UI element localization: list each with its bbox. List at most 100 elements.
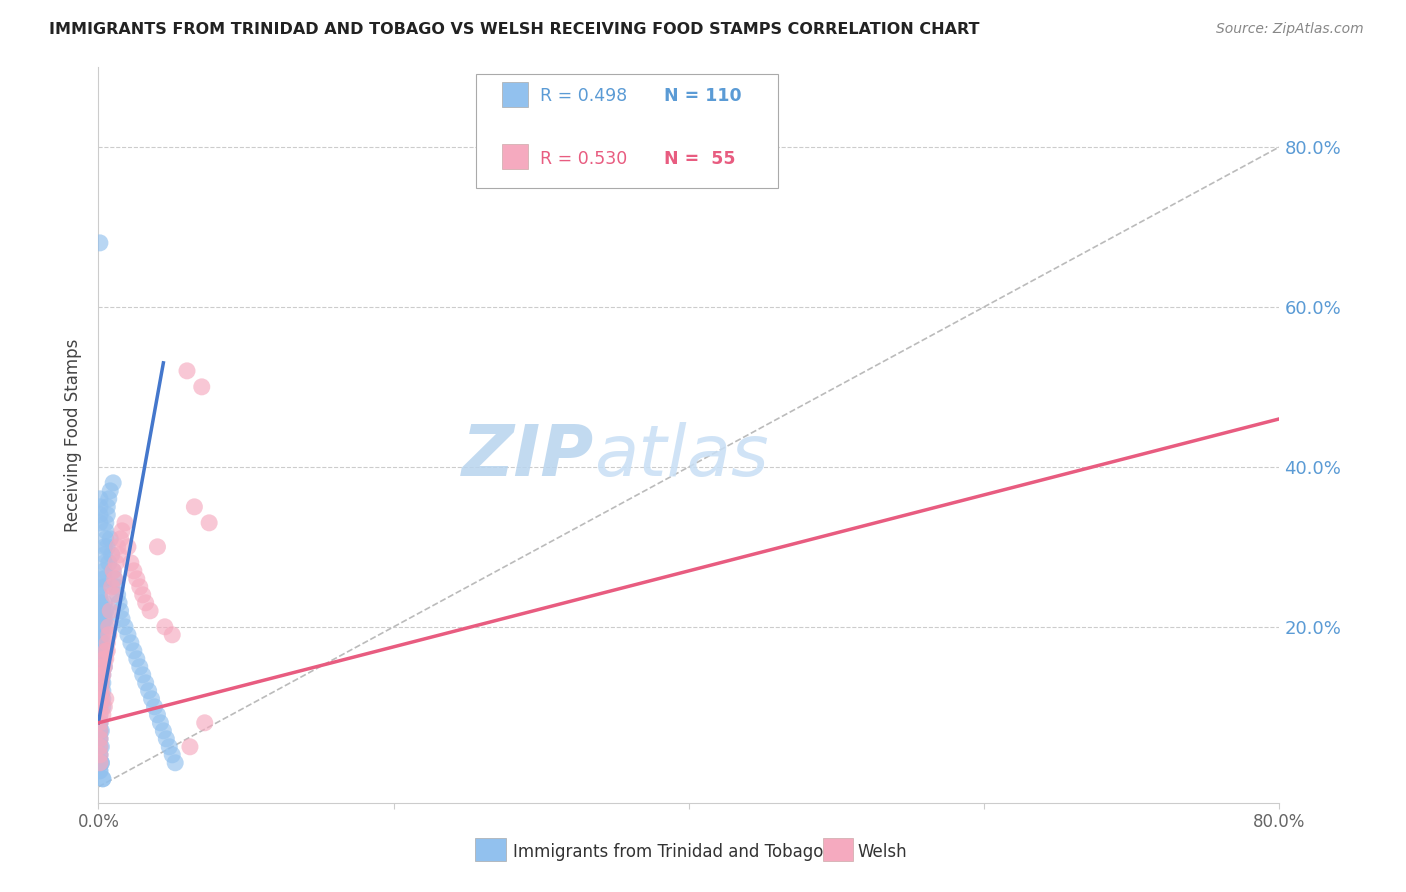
Point xyxy=(138,683,160,698)
Point xyxy=(91,772,114,786)
Point xyxy=(89,683,111,698)
Point xyxy=(90,683,112,698)
Point xyxy=(103,588,125,602)
Point xyxy=(149,715,172,730)
Point xyxy=(89,588,111,602)
Point xyxy=(89,691,111,706)
Point xyxy=(89,620,111,634)
Point xyxy=(89,764,111,778)
Point xyxy=(89,516,111,530)
Point xyxy=(89,723,111,738)
Point xyxy=(194,715,217,730)
Point xyxy=(114,620,136,634)
Point xyxy=(89,756,111,770)
Point xyxy=(93,548,115,562)
Point xyxy=(91,683,114,698)
Point xyxy=(96,508,118,522)
Point xyxy=(90,691,112,706)
Point xyxy=(89,731,111,746)
Point xyxy=(89,636,111,650)
Point xyxy=(91,660,114,674)
Point xyxy=(90,612,112,626)
Point xyxy=(90,628,112,642)
Point xyxy=(89,580,111,594)
Point xyxy=(96,540,118,554)
Point xyxy=(93,540,115,554)
Point xyxy=(143,699,166,714)
Point xyxy=(114,516,136,530)
Point xyxy=(117,628,139,642)
Point xyxy=(132,588,155,602)
Point xyxy=(90,620,112,634)
Point xyxy=(141,691,163,706)
Point xyxy=(176,364,198,378)
Point xyxy=(89,500,111,514)
Point xyxy=(125,652,148,666)
Point xyxy=(91,691,114,706)
Point xyxy=(157,739,180,754)
Bar xyxy=(502,145,529,169)
Point xyxy=(183,500,205,514)
Point xyxy=(191,380,214,394)
Point xyxy=(90,675,112,690)
Point xyxy=(91,772,114,786)
Point xyxy=(103,564,125,578)
Point xyxy=(107,588,129,602)
Point xyxy=(117,540,139,554)
Point xyxy=(120,636,142,650)
Point xyxy=(90,756,112,770)
Point xyxy=(90,668,112,682)
Point xyxy=(90,652,112,666)
Point xyxy=(132,668,155,682)
Point xyxy=(90,604,112,618)
Point xyxy=(94,652,117,666)
Point xyxy=(89,731,111,746)
Point xyxy=(105,580,128,594)
Point xyxy=(105,556,128,570)
Point xyxy=(96,500,118,514)
Point xyxy=(93,572,115,586)
Point xyxy=(89,644,111,658)
Point xyxy=(90,723,112,738)
Point xyxy=(125,572,148,586)
Point xyxy=(104,572,127,586)
Text: R = 0.498: R = 0.498 xyxy=(540,87,627,105)
Point xyxy=(100,548,122,562)
Text: N =  55: N = 55 xyxy=(664,150,735,168)
Point xyxy=(94,644,117,658)
Point xyxy=(108,548,131,562)
Point xyxy=(94,532,117,546)
Point xyxy=(90,756,112,770)
Point xyxy=(89,707,111,722)
Text: ZIP: ZIP xyxy=(463,423,595,491)
Point xyxy=(89,235,111,250)
Point xyxy=(89,668,111,682)
Y-axis label: Receiving Food Stamps: Receiving Food Stamps xyxy=(65,338,83,532)
Point xyxy=(128,580,150,594)
Text: Source: ZipAtlas.com: Source: ZipAtlas.com xyxy=(1216,22,1364,37)
Point xyxy=(89,612,111,626)
Point xyxy=(103,475,125,490)
Point xyxy=(89,756,111,770)
Point xyxy=(128,660,150,674)
Point xyxy=(198,516,221,530)
Point xyxy=(91,707,114,722)
Point xyxy=(89,691,111,706)
Point xyxy=(89,731,111,746)
Point xyxy=(139,604,162,618)
FancyBboxPatch shape xyxy=(477,74,778,188)
Point xyxy=(90,739,112,754)
Point xyxy=(90,668,112,682)
Point xyxy=(107,540,129,554)
Point xyxy=(122,644,145,658)
Text: Immigrants from Trinidad and Tobago: Immigrants from Trinidad and Tobago xyxy=(513,843,824,861)
Point xyxy=(90,675,112,690)
Point xyxy=(89,628,111,642)
Point xyxy=(89,715,111,730)
Point xyxy=(108,596,131,610)
Point xyxy=(89,660,111,674)
Point xyxy=(93,564,115,578)
Point xyxy=(91,628,114,642)
Point xyxy=(91,620,114,634)
Point xyxy=(104,572,127,586)
